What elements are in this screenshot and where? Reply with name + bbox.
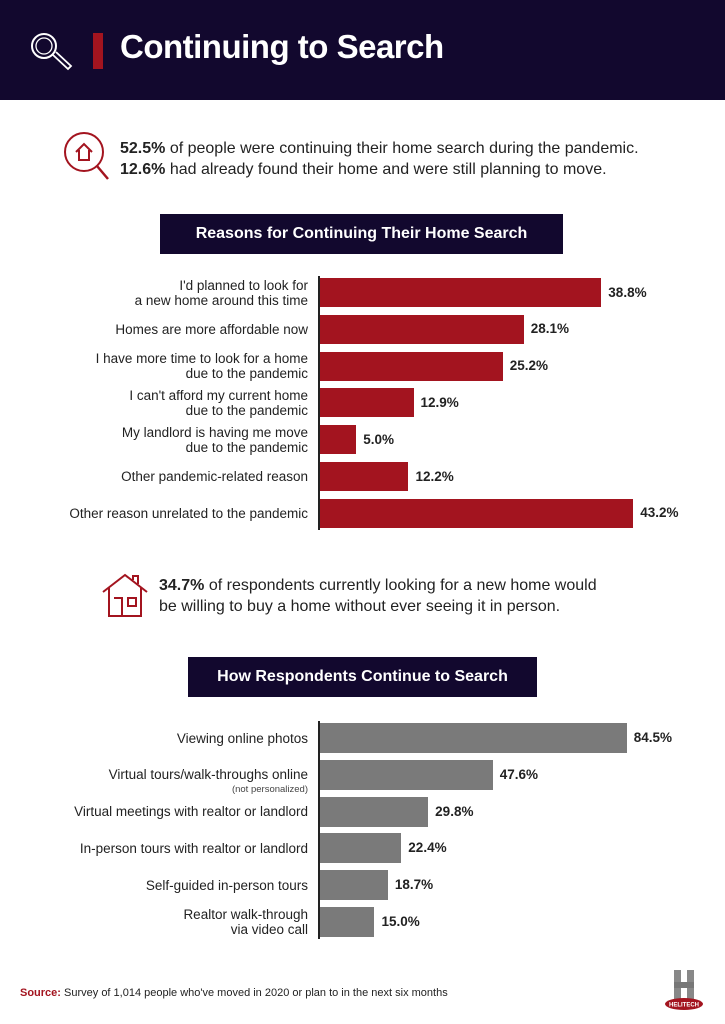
value-label: 47.6% bbox=[499, 766, 539, 782]
value-label: 43.2% bbox=[640, 505, 679, 521]
value-label: 38.8% bbox=[608, 284, 647, 300]
value-label: 5.0% bbox=[363, 431, 395, 447]
bar bbox=[320, 425, 357, 455]
helitech-logo: HELITECH bbox=[665, 970, 703, 1010]
label-line: I'd planned to look for bbox=[179, 277, 308, 293]
axis bbox=[318, 276, 320, 530]
stat-text: be willing to buy a home without ever se… bbox=[159, 598, 561, 615]
stat-pct: 34.7% bbox=[159, 577, 205, 594]
value-label: 12.9% bbox=[420, 394, 459, 410]
stat-pct: 52.5% bbox=[120, 140, 166, 157]
label-line: Homes are more affordable now bbox=[115, 321, 308, 337]
svg-text:HELITECH: HELITECH bbox=[669, 1003, 699, 1009]
label-line: Other reason unrelated to the pandemic bbox=[69, 505, 308, 521]
accent-bar bbox=[93, 33, 103, 69]
house-icon bbox=[102, 573, 148, 617]
category-label: Homes are more affordable now bbox=[115, 322, 308, 337]
stat-text: of respondents currently looking for a n… bbox=[204, 577, 597, 594]
source-note: Source: Survey of 1,014 people who've mo… bbox=[20, 987, 448, 999]
value-label: 29.8% bbox=[435, 803, 474, 819]
value-label: 84.5% bbox=[633, 730, 673, 745]
bar bbox=[320, 314, 524, 344]
value-label: 25.2% bbox=[509, 358, 548, 374]
stat-buy-unseen: 34.7% of respondents currently looking f… bbox=[159, 575, 597, 617]
category-label: Virtual tours/walk-throughs online (not p… bbox=[109, 767, 308, 797]
page-title: Continuing to Search bbox=[120, 28, 444, 65]
value-label: 22.4% bbox=[408, 840, 447, 856]
category-label: Virtual meetings with realtor or landlor… bbox=[74, 804, 308, 819]
label-line: Other pandemic-related reason bbox=[121, 469, 308, 484]
category-label: Self-guided in-person tours bbox=[146, 878, 308, 893]
bar bbox=[320, 498, 634, 528]
stat-text: of people were continuing their home sea… bbox=[165, 140, 639, 157]
label-line: Self-guided in-person tours bbox=[145, 877, 308, 893]
value-label: 15.0% bbox=[381, 914, 420, 929]
source-text: Survey of 1,014 people who've moved in 2… bbox=[60, 987, 448, 999]
label-line: due to the pandemic bbox=[185, 366, 308, 382]
category-label: I have more time to look for a home due t… bbox=[96, 351, 308, 381]
bar bbox=[320, 870, 388, 901]
category-label: I'd planned to look for a new home around… bbox=[135, 278, 308, 308]
axis bbox=[318, 721, 320, 939]
source-label: Source: bbox=[20, 987, 61, 999]
magnifier-icon bbox=[31, 33, 73, 71]
label-line: In-person tours with realtor or landlord bbox=[79, 840, 308, 856]
category-label: Other reason unrelated to the pandemic bbox=[69, 506, 308, 521]
bar bbox=[320, 759, 493, 790]
stat-pct: 12.6% bbox=[120, 161, 166, 178]
category-label: Other pandemic-related reason bbox=[121, 469, 308, 484]
bar bbox=[320, 833, 402, 864]
bar bbox=[320, 351, 503, 381]
label-line: I have more time to look for a home bbox=[95, 351, 308, 367]
value-label: 28.1% bbox=[530, 321, 569, 337]
house-search-icon bbox=[64, 132, 109, 180]
label-line: My landlord is having me move bbox=[121, 424, 308, 440]
stat-search: 52.5% of people were continuing their ho… bbox=[120, 138, 639, 180]
label-line: via video call bbox=[230, 922, 308, 937]
bar bbox=[320, 907, 375, 937]
value-label: 18.7% bbox=[394, 877, 434, 893]
label-line: Virtual meetings with realtor or landlor… bbox=[74, 804, 308, 820]
label-line: Realtor walk-through bbox=[183, 907, 308, 922]
chart2-title: How Respondents Continue to Search bbox=[188, 657, 537, 697]
category-label: My landlord is having me move due to the … bbox=[122, 425, 308, 455]
bar bbox=[320, 278, 602, 307]
category-label: In-person tours with realtor or landlord bbox=[80, 841, 308, 856]
label-note: (not personalized) bbox=[231, 784, 308, 796]
bar bbox=[320, 462, 409, 491]
label-line: Viewing online photos bbox=[176, 730, 308, 746]
category-label: I can't afford my current home due to the… bbox=[129, 388, 308, 418]
bar bbox=[320, 796, 429, 827]
category-label: Realtor walk-through via video call bbox=[183, 907, 308, 937]
label-line: due to the pandemic bbox=[185, 402, 308, 418]
label-line: due to the pandemic bbox=[185, 439, 308, 455]
header: Continuing to Search bbox=[0, 0, 725, 100]
label-line: I can't afford my current home bbox=[129, 387, 308, 403]
value-label: 12.2% bbox=[415, 468, 454, 484]
bar bbox=[320, 723, 627, 753]
category-label: Viewing online photos bbox=[177, 731, 308, 746]
chart1-title: Reasons for Continuing Their Home Search bbox=[160, 214, 563, 254]
label-line: a new home around this time bbox=[134, 292, 308, 308]
stat-text: had already found their home and were st… bbox=[165, 161, 607, 178]
label-line: Virtual tours/walk-throughs online bbox=[108, 767, 308, 783]
bar bbox=[320, 388, 414, 418]
